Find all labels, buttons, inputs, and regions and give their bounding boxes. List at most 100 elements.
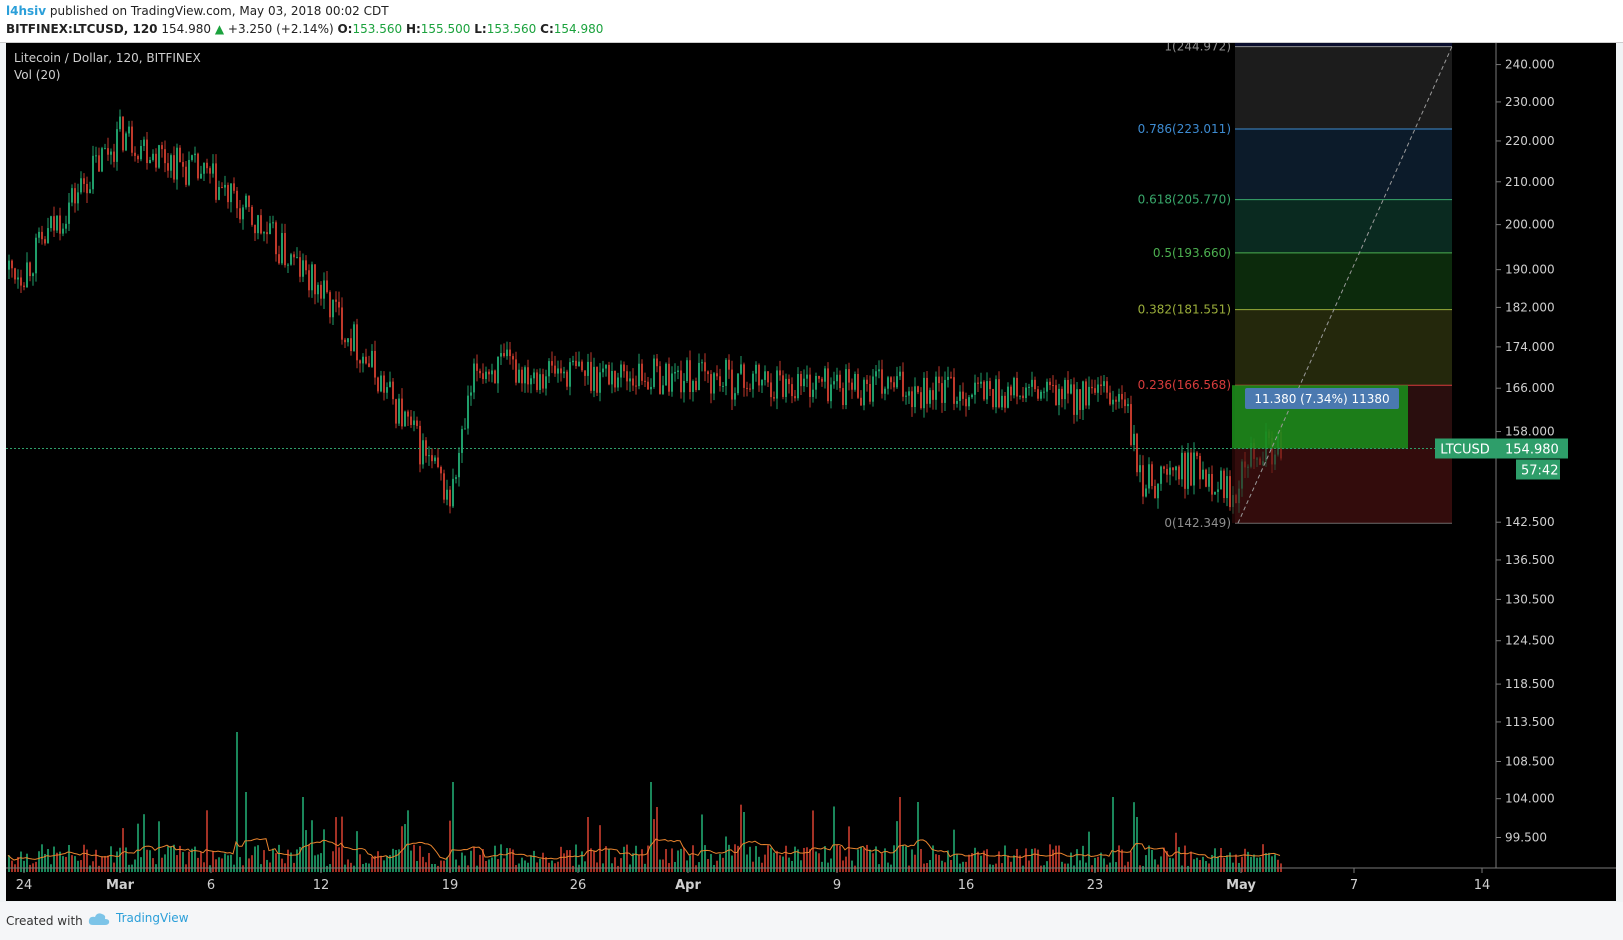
volume-bar: [773, 852, 775, 872]
chart-area[interactable]: 1(244.972) 0.786(223.011) 0.618(205.770) 0.…: [6, 0, 1616, 901]
candle-body: [872, 376, 874, 402]
candle-body: [104, 148, 106, 150]
candle: [284, 223, 286, 268]
candle-body: [1055, 385, 1057, 406]
candle: [659, 361, 661, 395]
candle-body: [230, 183, 232, 203]
candle: [143, 136, 145, 152]
candle-body: [266, 232, 268, 235]
volume-bar: [563, 853, 565, 872]
candle: [215, 154, 217, 203]
candle-body: [659, 366, 661, 394]
volume-bar: [1136, 817, 1138, 872]
candle: [743, 362, 745, 397]
candle: [1151, 461, 1153, 490]
candle: [491, 363, 493, 383]
candle-body: [668, 363, 670, 392]
volume-bar: [263, 850, 265, 872]
candle: [35, 233, 37, 282]
candle: [470, 385, 472, 406]
candle-body: [818, 375, 820, 379]
candle-body: [827, 368, 829, 402]
volume-bar: [1265, 853, 1267, 872]
candle-body: [944, 379, 946, 403]
volume-bar: [1193, 859, 1195, 872]
volume-bar: [353, 865, 355, 872]
candle-body: [566, 371, 568, 387]
candle-body: [44, 239, 46, 244]
candle-body: [734, 393, 736, 400]
volume-bar: [236, 732, 238, 872]
volume-bar: [791, 860, 793, 872]
candle-body: [920, 392, 922, 409]
volume-bar: [671, 848, 673, 872]
volume-bar: [1049, 844, 1051, 872]
candle-body: [1043, 391, 1045, 393]
candle: [179, 145, 181, 163]
candle: [944, 371, 946, 412]
tradingview-link[interactable]: TradingView: [88, 911, 189, 926]
volume-ma-line: [7, 838, 1281, 861]
last-price: 154.980: [161, 22, 211, 36]
candle-body: [677, 370, 679, 372]
volume-bar: [938, 854, 940, 872]
candle: [329, 290, 331, 324]
candle-body: [239, 208, 241, 220]
candle-body: [1097, 384, 1099, 393]
candle-body: [851, 382, 853, 390]
candle: [821, 376, 823, 387]
candle-body: [764, 371, 766, 380]
candle-body: [1148, 464, 1150, 489]
candle-body: [323, 280, 325, 299]
y-tick-label: 99.500: [1505, 831, 1547, 845]
candle-body: [1088, 386, 1090, 406]
candle: [383, 371, 385, 401]
candle-body: [488, 371, 490, 375]
candle: [311, 261, 313, 298]
candle: [428, 446, 430, 466]
candle: [452, 468, 454, 509]
candle-body: [629, 378, 631, 382]
volume-bar: [914, 854, 916, 872]
candle-body: [803, 378, 805, 387]
volume-bar: [590, 848, 592, 872]
candle-body: [980, 381, 982, 384]
candle-body: [161, 145, 163, 150]
fib-zone: [1235, 309, 1452, 386]
candle: [764, 365, 766, 386]
volume-bar: [1145, 855, 1147, 872]
candle-body: [1199, 455, 1201, 480]
candle-body: [131, 126, 133, 153]
author-link[interactable]: l4hsiv: [6, 4, 47, 18]
candle-body: [845, 369, 847, 406]
candle-body: [1001, 395, 1003, 408]
volume-bar: [782, 856, 784, 872]
candle-body: [1106, 381, 1108, 393]
volume-bar: [695, 865, 697, 872]
volume-bar: [986, 849, 988, 872]
volume-bar: [1166, 851, 1168, 872]
candle-body: [479, 370, 481, 374]
candle: [983, 380, 985, 402]
volume-bar: [620, 858, 622, 872]
volume-bar: [743, 812, 745, 872]
candle-body: [209, 168, 211, 174]
candle-body: [1151, 464, 1153, 486]
candle: [230, 183, 232, 213]
candle: [1010, 384, 1012, 401]
ohlc-line: BITFINEX:LTCUSD, 120 154.980 ▲ +3.250 (+…: [6, 22, 603, 36]
candle: [1031, 371, 1033, 397]
candle-body: [437, 457, 439, 468]
candle: [1169, 460, 1171, 486]
candle-body: [446, 489, 448, 500]
volume-bar: [887, 862, 889, 872]
volume-bar: [956, 854, 958, 872]
price-chart[interactable]: 1(244.972) 0.786(223.011) 0.618(205.770) 0.…: [6, 0, 1616, 901]
volume-bar: [53, 846, 55, 872]
candle: [116, 121, 118, 171]
volume-bar: [338, 847, 340, 872]
volume-bar: [767, 845, 769, 872]
candle: [398, 393, 400, 426]
candle-body: [1109, 392, 1111, 405]
candle: [593, 357, 595, 398]
